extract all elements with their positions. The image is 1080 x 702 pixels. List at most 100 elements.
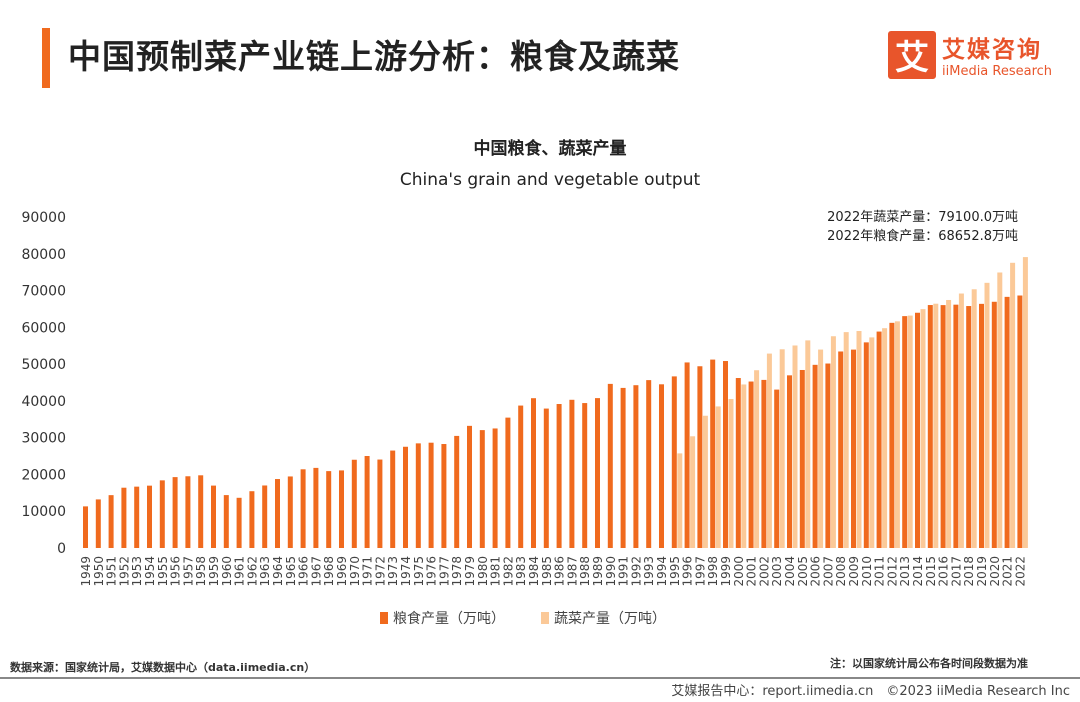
footnote: 注：以国家统计局公布各时间段数据为准 [830, 657, 1028, 670]
grain-bar [492, 428, 498, 548]
grain-bar [185, 476, 191, 548]
x-tick-label: 2000 [732, 556, 746, 587]
vegetable-bar [843, 332, 849, 548]
grain-bar [479, 430, 485, 548]
vegetable-bar [702, 415, 708, 548]
logo-cn: 艾媒咨询 [942, 37, 1042, 63]
grain-bar [876, 331, 882, 548]
x-tick-label: 1980 [476, 556, 490, 587]
grain-bar [863, 342, 869, 548]
x-tick-label: 2008 [834, 556, 848, 587]
grain-bar [543, 408, 549, 548]
legend-grain: 粮食产量（万吨） [380, 608, 505, 628]
grain-bar [211, 485, 216, 548]
grain-bar [428, 442, 434, 548]
x-tick-label: 1968 [322, 556, 336, 587]
grain-bar [454, 435, 460, 548]
x-tick-label: 1972 [373, 556, 387, 587]
x-tick-label: 2021 [1001, 556, 1015, 587]
x-tick-label: 1976 [425, 556, 439, 587]
grain-bar [684, 362, 690, 548]
x-tick-label: 1985 [540, 556, 554, 587]
annotation-grain-2022: 2022年粮食产量：68652.8万吨 [827, 229, 1018, 244]
x-tick-label: 2004 [783, 556, 797, 587]
x-tick-label: 1997 [693, 556, 707, 587]
grain-bar [799, 369, 805, 548]
grain-bar [774, 389, 780, 548]
grain-bar [262, 485, 268, 548]
vegetable-bar [920, 309, 926, 548]
y-tick-label: 30000 [21, 431, 66, 447]
x-tick-label: 1979 [463, 556, 477, 587]
grain-bar [121, 487, 127, 548]
x-tick-label: 2003 [770, 556, 784, 587]
grain-bar [671, 376, 677, 548]
grain-bar [953, 304, 959, 548]
x-tick-label: 1988 [578, 556, 592, 587]
grain-bar [940, 305, 946, 548]
x-tick-label: 2016 [937, 556, 951, 587]
x-tick-label: 1971 [361, 556, 375, 587]
x-tick-label: 2017 [949, 556, 963, 587]
vegetable-bar [907, 315, 913, 548]
x-tick-label: 2011 [873, 556, 887, 587]
vegetable-bar [971, 289, 977, 548]
logo-en: iiMedia Research [942, 64, 1053, 79]
x-tick-label: 1957 [181, 556, 195, 587]
x-tick-label: 1959 [207, 556, 221, 587]
vegetable-bar [958, 293, 964, 548]
vegetable-bar [728, 398, 734, 548]
vegetable-bar [856, 331, 862, 548]
grain-bar [83, 506, 88, 548]
x-tick-label: 2022 [1013, 556, 1027, 587]
y-tick-label: 50000 [21, 357, 66, 373]
x-tick-label: 2020 [988, 556, 1002, 587]
x-tick-label: 1973 [386, 556, 400, 587]
x-tick-label: 2002 [757, 556, 771, 587]
grain-bar [915, 312, 920, 548]
x-tick-label: 1958 [194, 556, 208, 587]
x-tick-label: 2015 [924, 556, 938, 587]
grain-bar [339, 470, 344, 548]
x-tick-label: 1992 [629, 556, 643, 587]
x-tick-label: 1974 [399, 556, 413, 587]
grain-bar [351, 459, 357, 548]
iimedia-logo: 艾 艾媒咨询 iiMedia Research [888, 30, 1052, 79]
grain-bar [902, 316, 908, 548]
grain-bar [927, 305, 933, 548]
vegetable-bar [933, 303, 939, 548]
vegetable-bar [715, 406, 721, 548]
data-source: 数据来源：国家统计局，艾媒数据中心（data.iimedia.cn） [10, 661, 316, 674]
grain-bar [748, 381, 754, 548]
x-tick-label: 1964 [271, 556, 285, 587]
vegetable-bar [690, 436, 696, 548]
x-tick-label: 2010 [860, 556, 874, 587]
vegetable-bar [779, 349, 785, 548]
y-tick-label: 20000 [21, 467, 66, 483]
x-tick-label: 1989 [591, 556, 605, 587]
y-tick-label: 90000 [21, 210, 66, 226]
x-tick-label: 1951 [105, 556, 119, 587]
x-tick-label: 2018 [962, 556, 976, 587]
x-tick-label: 2006 [809, 556, 823, 587]
grain-bar [95, 499, 101, 548]
vegetable-bar [805, 340, 811, 548]
x-tick-label: 1963 [258, 556, 272, 587]
grain-bar [249, 491, 255, 548]
grain-bar [300, 469, 306, 548]
y-tick-label: 70000 [21, 284, 66, 300]
grain-bar [415, 443, 421, 548]
footer-divider [0, 677, 1080, 679]
x-tick-label: 1965 [284, 556, 298, 587]
grain-bar [518, 405, 524, 548]
legend-vegetable: 蔬菜产量（万吨） [541, 608, 666, 628]
chart-subtitle: China's grain and vegetable output [399, 170, 701, 190]
grain-bar [1004, 296, 1010, 548]
logo-mark: 艾 [888, 30, 936, 79]
grain-bar [403, 446, 408, 548]
grain-bar [531, 398, 536, 548]
x-tick-label: 2005 [796, 556, 810, 587]
x-tick-label: 1961 [233, 556, 247, 587]
grain-bar [108, 495, 114, 548]
y-tick-label: 80000 [21, 247, 66, 263]
